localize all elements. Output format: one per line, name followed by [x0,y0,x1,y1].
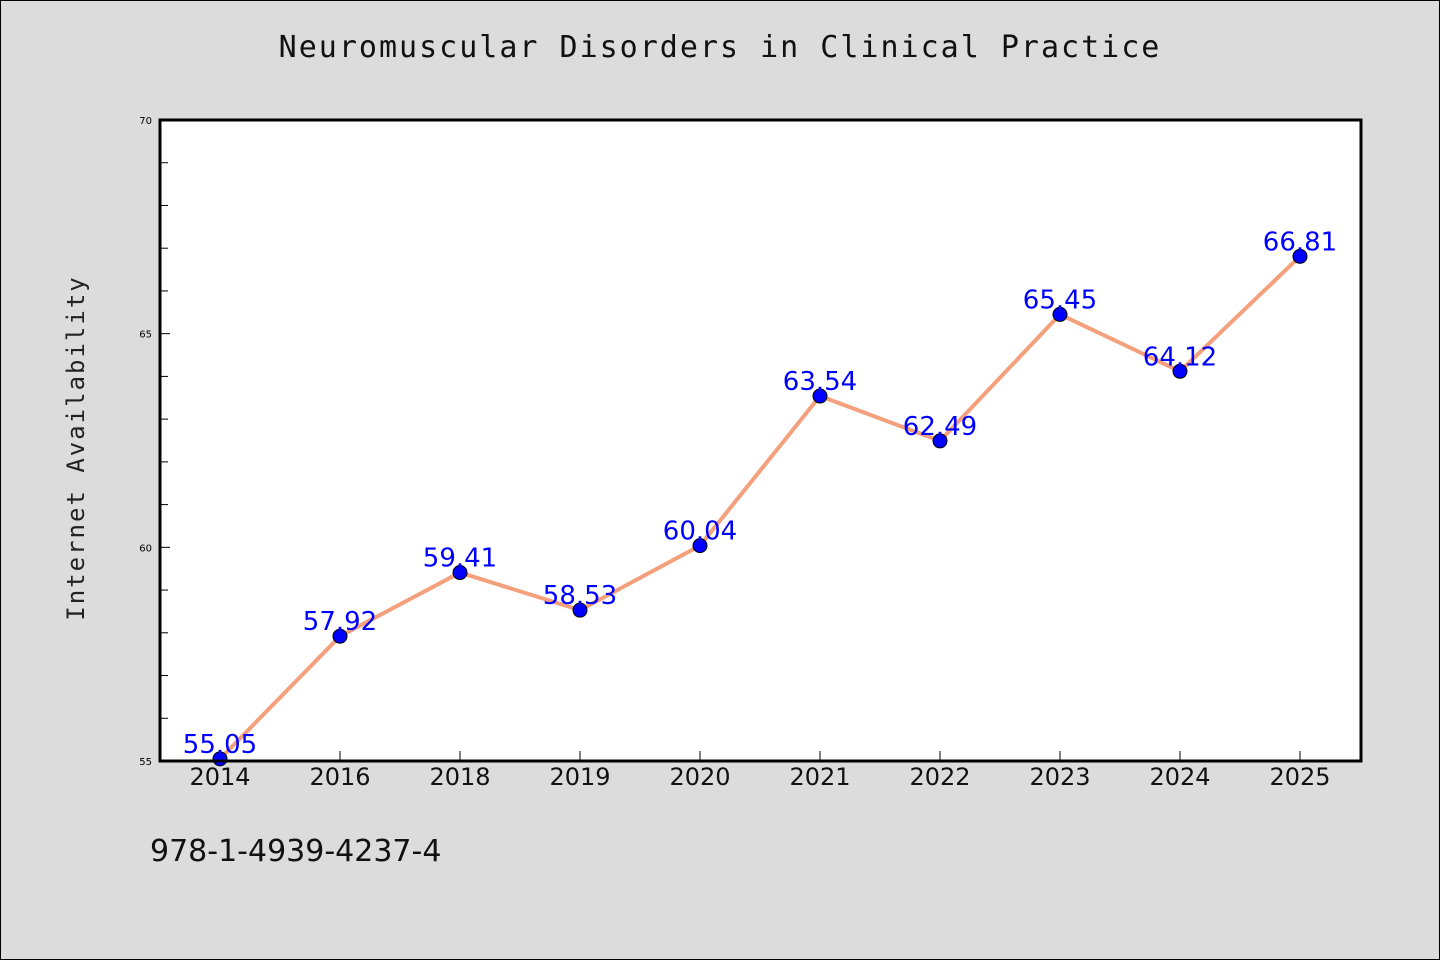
y-tick-label: 60 [139,543,152,554]
y-tick-label: 70 [139,116,152,127]
data-label: 65.45 [1023,285,1097,315]
data-labels: 55.05 57.92 59.41 58.53 60.04 63.54 62.49 65.45… [183,227,1337,760]
data-point [332,628,348,644]
x-tick-label: 2020 [669,763,730,791]
plot-area [160,120,1361,761]
plot-border [158,118,1363,763]
data-label: 59.41 [423,544,497,574]
x-tick-label: 2019 [549,763,610,791]
data-point [932,433,948,449]
x-tick-label: 2023 [1029,763,1090,791]
data-label: 57.92 [303,607,377,637]
data-point [572,602,588,618]
data-label: 55.05 [183,730,257,760]
data-label: 58.53 [543,581,617,611]
data-label: 63.54 [783,367,857,397]
data-points [212,248,1308,767]
x-tick-label: 2024 [1149,763,1210,791]
data-label: 64.12 [1143,342,1217,372]
isbn-footer: 978-1-4939-4237-4 [150,834,442,869]
data-label: 62.49 [903,412,977,442]
chart-title: Neuromuscular Disorders in Clinical Prac… [278,30,1162,65]
data-point [1172,363,1188,379]
data-point [1052,306,1068,322]
x-tick-label: 2025 [1269,763,1330,791]
x-tick-label: 2018 [429,763,490,791]
data-point [692,538,708,554]
y-axis-label: Internet Availability [62,275,90,621]
y-tick-labels: 55 60 65 70 [139,116,152,768]
series-line [218,254,1302,761]
data-point [812,388,828,404]
x-tick-label: 2021 [789,763,850,791]
y-tick-label: 65 [139,330,152,341]
x-tick-label: 2022 [909,763,970,791]
y-tick-label: 55 [139,757,152,768]
data-point [452,565,468,581]
x-tick-label: 2016 [309,763,370,791]
x-tick-labels: 2014 2016 2018 2019 2020 2021 2022 2023 2024 2025 [189,763,1330,791]
x-tick-label: 2014 [189,763,250,791]
data-point [1292,248,1308,264]
data-label: 60.04 [663,517,737,547]
data-label: 66.81 [1263,227,1337,257]
